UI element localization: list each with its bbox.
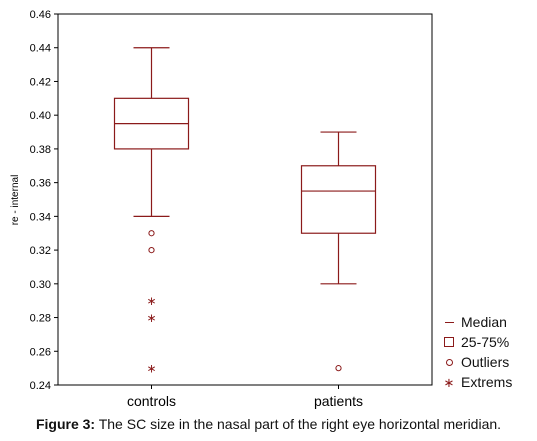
extreme-symbol-icon: ∗	[443, 374, 455, 390]
caption-label: Figure 3:	[35, 416, 96, 432]
y-tick-label: 0.28	[30, 313, 51, 325]
extreme-point: ∗	[146, 294, 156, 308]
median-symbol-icon	[442, 312, 456, 332]
x-tick-label: patients	[314, 393, 363, 409]
y-tick-label: 0.32	[30, 245, 51, 257]
extreme-point: ∗	[146, 311, 156, 325]
figure-caption: Figure 3: The SC size in the nasal part …	[0, 416, 537, 432]
legend-item-box: 25-75%	[442, 332, 512, 352]
box-symbol-icon	[442, 332, 456, 352]
outlier-point	[148, 246, 155, 254]
x-axis: controls patients	[127, 385, 363, 409]
outlier-point	[335, 365, 342, 372]
y-tick-label: 0.36	[30, 178, 51, 190]
plot-frame	[57, 13, 433, 386]
box-patients	[300, 131, 377, 372]
y-tick-label: 0.42	[30, 76, 51, 88]
box-controls: ∗ ∗ ∗	[113, 47, 190, 376]
y-tick-label: 0.24	[30, 380, 51, 392]
y-tick-label: 0.44	[30, 43, 51, 55]
legend-label: Extrems	[461, 374, 513, 390]
legend-item-outlier: Outliers	[442, 352, 512, 372]
boxes: ∗ ∗ ∗	[113, 47, 377, 376]
y-axis: 0.24 0.26 0.28 0.30 0.32 0.34 0.36 0.38 0.40 0.42…	[30, 9, 58, 392]
y-tick-label: 0.34	[30, 211, 51, 223]
legend: Median 25-75% Outliers ∗ Extrems	[442, 312, 513, 392]
interquartile-box	[300, 165, 377, 234]
y-tick-label: 0.26	[30, 346, 51, 358]
legend-label: 25-75%	[461, 334, 510, 350]
y-tick-label: 0.46	[30, 9, 51, 21]
legend-label: Median	[461, 314, 507, 330]
y-tick-label: 0.30	[30, 279, 51, 291]
legend-item-extreme: ∗ Extrems	[442, 372, 513, 392]
outlier-symbol-icon	[442, 352, 456, 372]
x-tick-label: controls	[127, 393, 176, 409]
box-plot-chart: 0.24 0.26 0.28 0.30 0.32 0.34 0.36 0.38 0.40 0.42…	[10, 9, 433, 409]
y-tick-label: 0.40	[30, 110, 51, 122]
extreme-point: ∗	[146, 362, 156, 376]
y-axis-label: re - internal	[10, 175, 21, 226]
legend-item-median: Median	[442, 312, 512, 332]
outlier-point	[148, 230, 155, 237]
y-tick-label: 0.38	[30, 144, 51, 156]
legend-label: Outliers	[461, 354, 510, 370]
caption-text: The SC size in the nasal part of the rig…	[98, 416, 502, 432]
